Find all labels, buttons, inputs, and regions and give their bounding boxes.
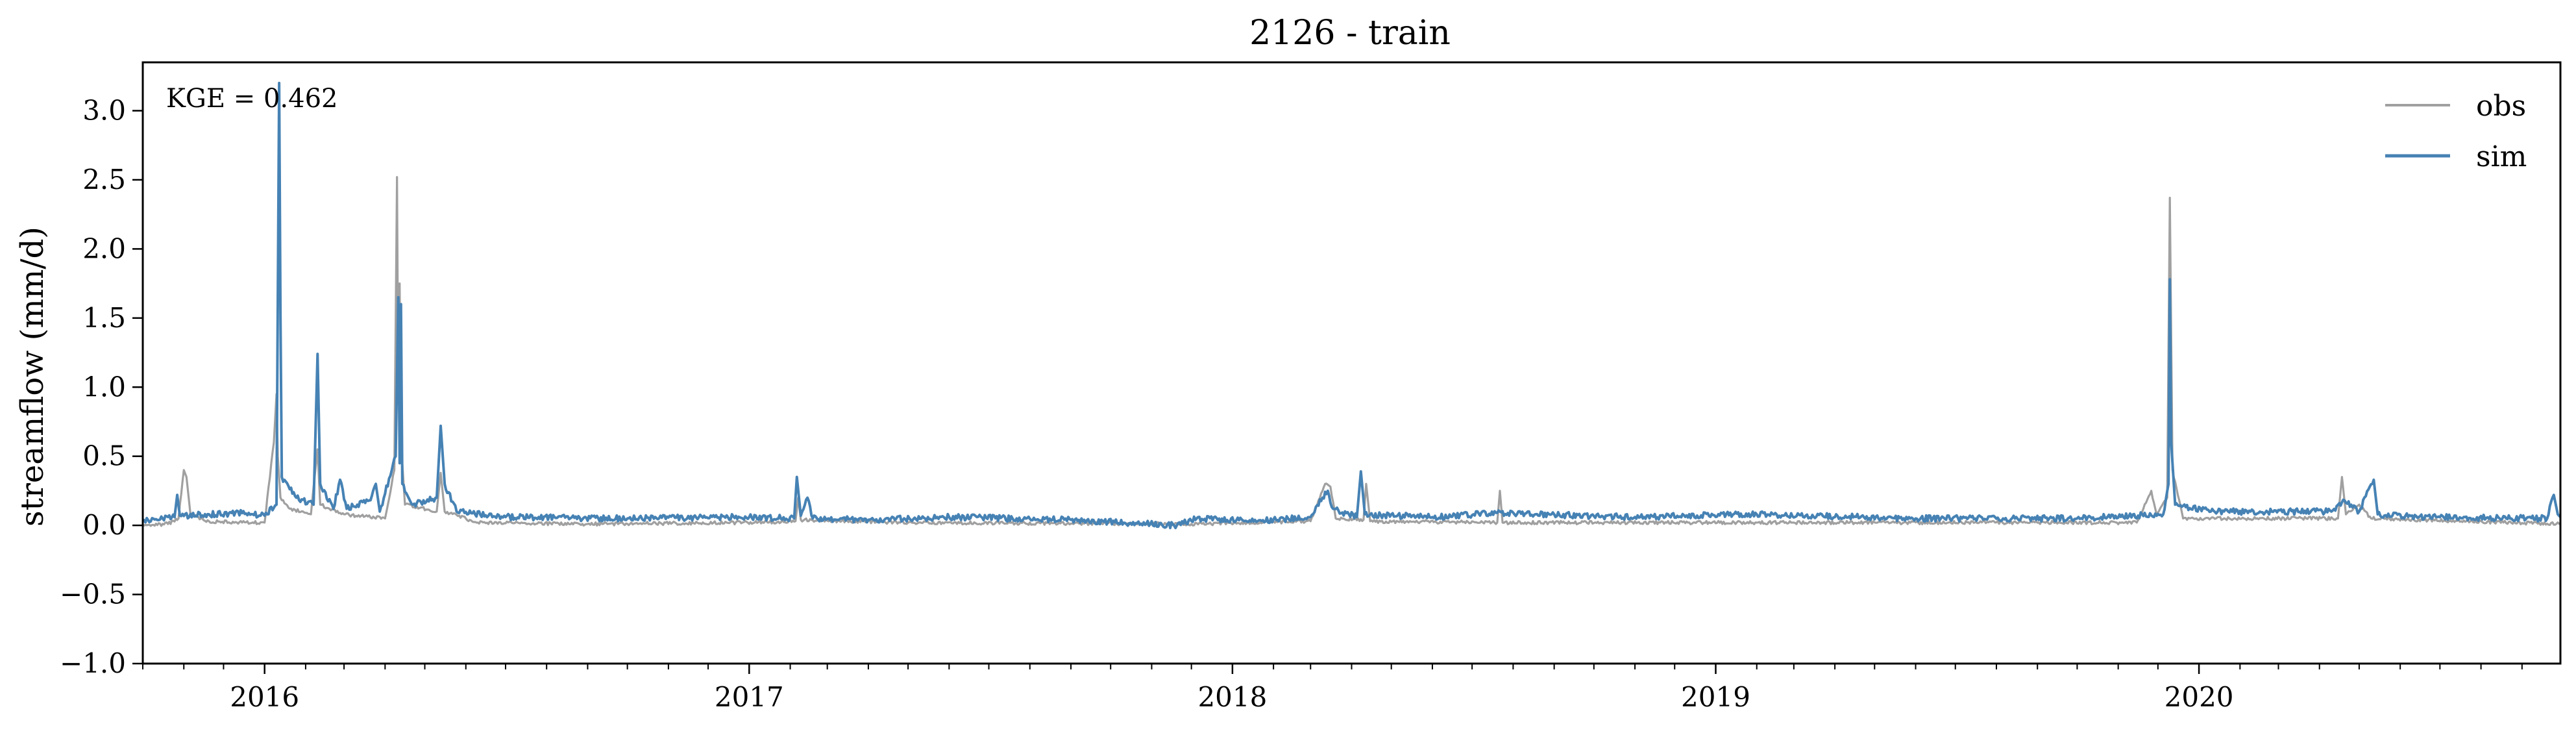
y-tick-label: 3.0: [82, 95, 126, 127]
y-tick-label: −0.5: [60, 579, 126, 610]
y-tick-label: 2.5: [82, 164, 126, 195]
y-tick-label: 1.0: [82, 371, 126, 403]
y-tick-label: −1.0: [60, 647, 126, 679]
legend-obs-label: obs: [2476, 90, 2526, 123]
y-tick-label: 0.0: [82, 509, 126, 541]
y-tick-label: 1.5: [82, 302, 126, 334]
chart-title: 2126 - train: [1249, 14, 1451, 53]
x-tick-label: 2019: [1681, 681, 1750, 713]
y-axis-label: streamflow (mm/d): [14, 227, 51, 527]
y-tick-label: 0.5: [82, 440, 126, 472]
x-tick-label: 2020: [2165, 681, 2234, 713]
x-tick-label: 2017: [715, 681, 784, 713]
legend: obs sim: [2385, 90, 2527, 173]
series-line-obs: [142, 176, 2561, 527]
x-tick-label: 2016: [230, 681, 299, 713]
plot-area: 2016 2017 2018 2019 2020 −1.0 −0.5 0.0 0.5 1.0 1.5…: [60, 61, 2562, 713]
series-line-sim: [141, 81, 2562, 530]
x-tick-label: 2018: [1197, 681, 1267, 713]
plot-frame: [141, 61, 2562, 665]
y-tick-label: 2.0: [82, 232, 126, 264]
legend-sim-label: sim: [2476, 140, 2527, 173]
kge-annotation: KGE = 0.462: [166, 84, 338, 114]
